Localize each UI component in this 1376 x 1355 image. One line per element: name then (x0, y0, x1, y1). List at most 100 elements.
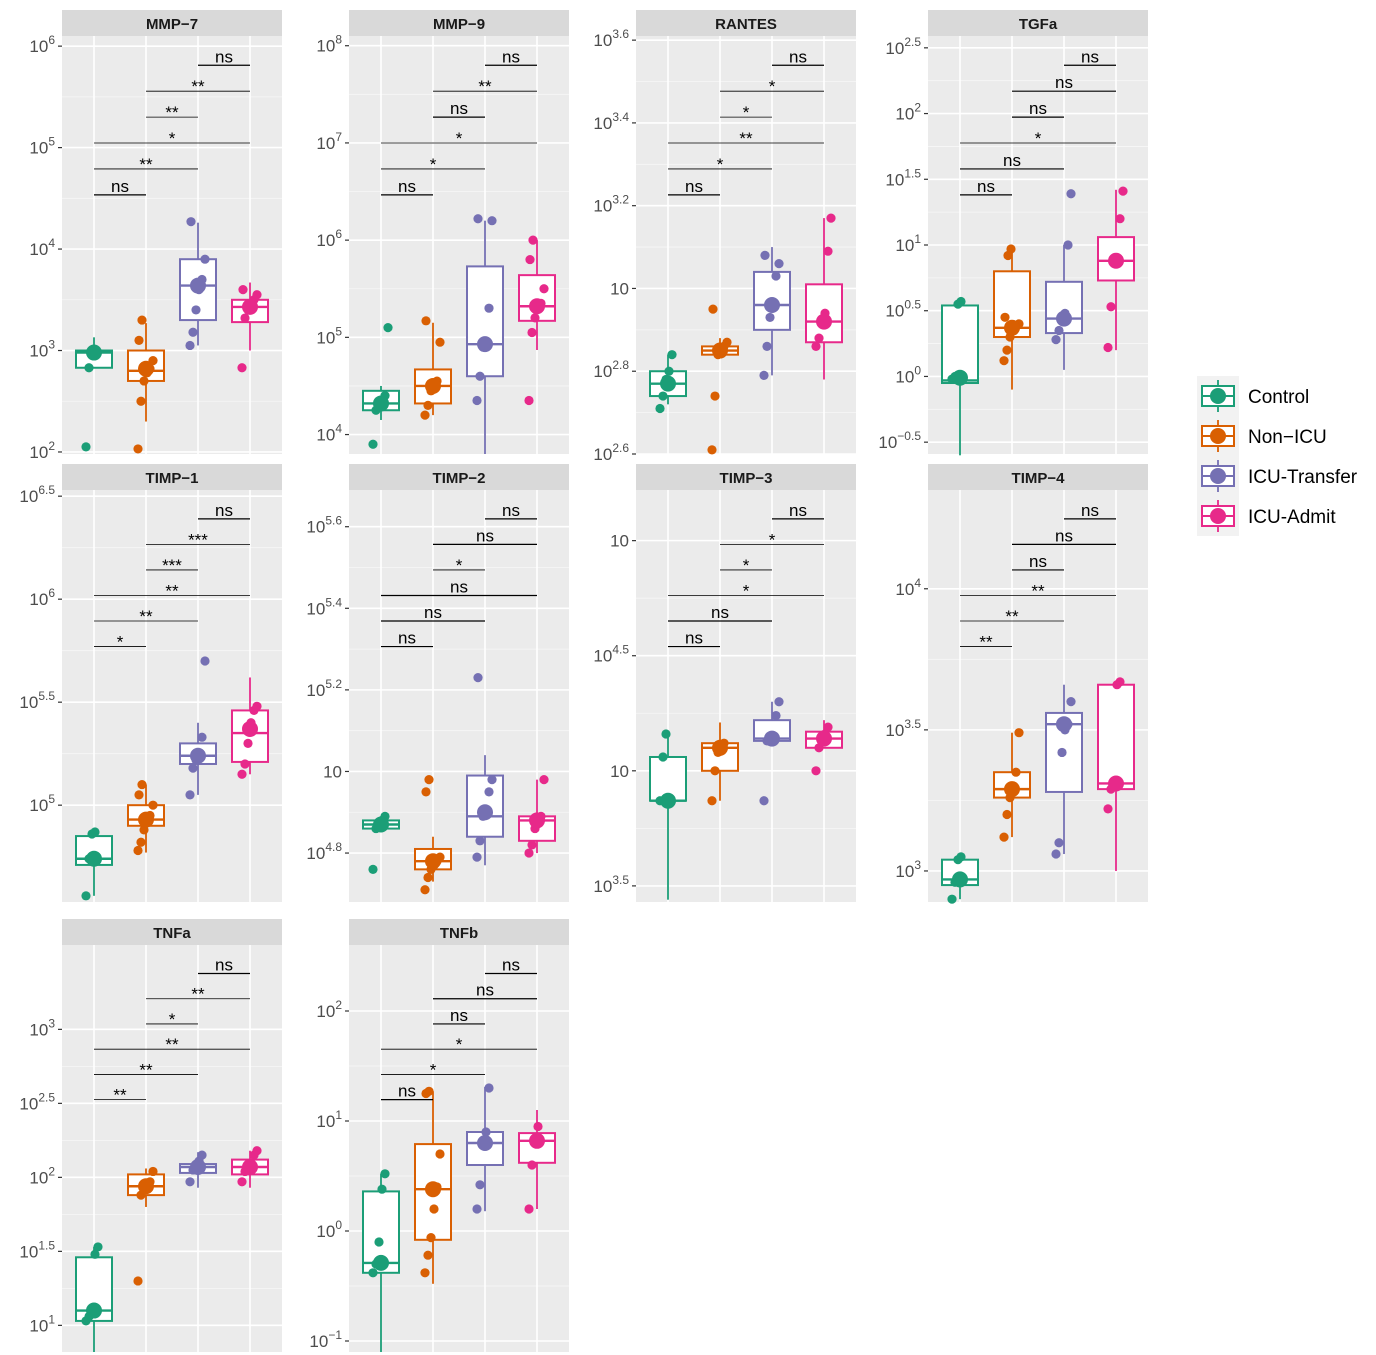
comparison-bracket: ns (485, 955, 537, 974)
data-point (240, 759, 250, 769)
mean-point (242, 298, 258, 315)
legend-label: ICU-Admit (1248, 507, 1336, 528)
mean-point (1056, 716, 1072, 733)
mean-point (952, 871, 968, 888)
y-tick-label: 103.2 (593, 193, 629, 216)
y-tick-label: 104 (29, 236, 55, 259)
facet-panel: RANTES102.6102.810103.2103.4103.6ns*****… (593, 10, 856, 464)
data-point (238, 285, 248, 295)
comparison-bracket: ns (1064, 501, 1116, 520)
significance-label: ** (165, 1035, 179, 1054)
y-tick-label: 104.8 (306, 840, 342, 863)
y-tick-label: 101 (895, 232, 921, 255)
comparison-bracket: ** (94, 607, 198, 626)
box-non-icu (414, 322, 452, 416)
legend-key-point (1210, 468, 1226, 484)
mean-point (816, 730, 832, 747)
data-point (1051, 849, 1061, 859)
data-point (658, 391, 668, 401)
significance-label: ns (1081, 501, 1099, 520)
data-point (426, 1233, 436, 1243)
strip-background (636, 464, 856, 490)
data-point (1051, 335, 1061, 345)
comparison-bracket: ns (1012, 552, 1064, 571)
mean-point (1108, 252, 1124, 269)
mean-point (816, 313, 832, 330)
significance-label: ns (1055, 526, 1073, 545)
data-point (1000, 312, 1010, 322)
mean-point (529, 298, 545, 315)
significance-label: * (430, 155, 437, 174)
significance-label: ns (398, 629, 416, 648)
y-tick-label: 102 (895, 101, 921, 124)
comparison-bracket: ** (146, 103, 198, 122)
legend-label: Non−ICU (1248, 427, 1327, 448)
strip-background (62, 10, 282, 36)
comparison-bracket: * (960, 129, 1116, 148)
comparison-bracket: ** (960, 607, 1064, 626)
data-point (380, 1169, 390, 1179)
significance-label: ns (476, 981, 494, 1000)
mean-point (138, 1178, 154, 1195)
data-point (472, 852, 482, 862)
comparison-bracket: ** (94, 155, 198, 174)
data-point (374, 1237, 384, 1247)
data-point (771, 271, 781, 281)
mean-point (712, 739, 728, 756)
y-tick-label: 100.5 (885, 298, 921, 321)
y-tick-label: 105.4 (306, 595, 342, 618)
y-tick-label: 103 (895, 858, 921, 881)
data-point (667, 350, 677, 360)
significance-label: *** (162, 556, 182, 575)
data-point (525, 254, 535, 265)
data-point (136, 396, 146, 406)
y-tick-label: 106 (29, 586, 55, 609)
data-point (527, 327, 537, 338)
legend-key-point (1210, 508, 1226, 524)
y-tick-label: 107 (316, 130, 342, 153)
data-point (420, 410, 430, 420)
data-point (475, 1180, 485, 1190)
data-point (481, 1127, 491, 1137)
y-tick-label: 102.6 (593, 441, 629, 464)
mean-point (86, 850, 102, 867)
comparison-bracket: * (146, 1010, 198, 1029)
data-point (188, 763, 198, 773)
significance-label: ns (977, 177, 995, 196)
significance-label: * (769, 77, 776, 96)
mean-point (660, 792, 676, 809)
mean-point (1056, 310, 1072, 327)
comparison-bracket: ns (381, 629, 433, 648)
facet-panels: MMP−7102103104105106ns*******nsMMP−91041… (19, 10, 1148, 1352)
significance-label: * (769, 530, 776, 549)
data-point (90, 1249, 100, 1259)
comparison-bracket: ns (1012, 526, 1116, 545)
significance-label: ** (979, 633, 993, 652)
data-point (368, 864, 378, 874)
y-tick-label: 100 (895, 363, 921, 386)
data-point (240, 313, 250, 323)
mean-point (952, 369, 968, 386)
data-point (774, 697, 784, 707)
data-point (1002, 345, 1012, 355)
significance-label: * (117, 633, 124, 652)
mean-point (425, 1181, 441, 1198)
significance-label: ns (1081, 47, 1099, 66)
y-tick-label: 10 (610, 532, 629, 551)
data-point (1054, 325, 1064, 336)
data-point (1014, 728, 1024, 738)
data-point (1066, 189, 1076, 199)
y-tick-label: 101 (29, 1312, 55, 1335)
mean-point (242, 720, 258, 737)
y-tick-label: 104 (316, 422, 342, 445)
data-point (708, 304, 718, 314)
data-point (191, 305, 201, 315)
data-point (423, 872, 433, 883)
panel-title: TNFa (153, 925, 191, 942)
data-point (252, 290, 262, 300)
data-point (81, 442, 91, 452)
mean-point (712, 342, 728, 359)
y-tick-label: 102 (316, 998, 342, 1021)
comparison-bracket: * (720, 530, 824, 549)
data-point (188, 327, 198, 337)
